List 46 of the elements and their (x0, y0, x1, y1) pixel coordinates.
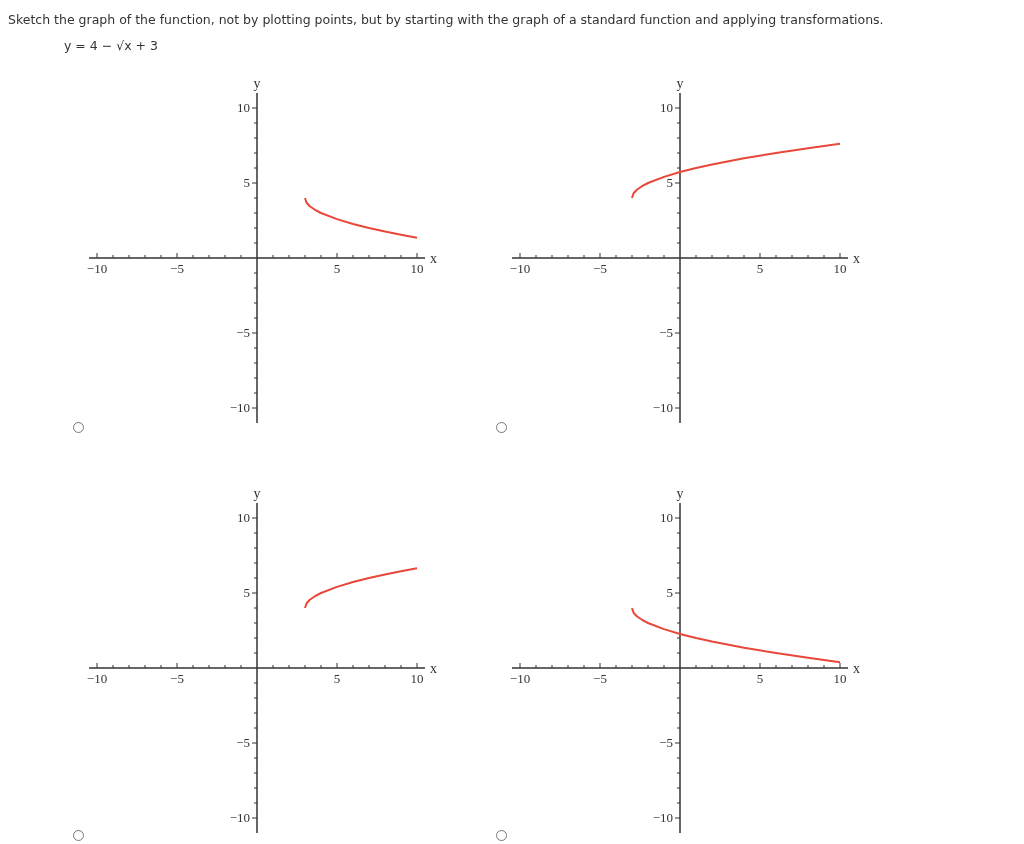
line-series (631, 607, 841, 664)
x-axis-title: x (853, 660, 860, 676)
y-tick-label: −10 (229, 810, 250, 825)
x-tick-label: 10 (410, 261, 424, 276)
x-tick-label: −5 (170, 671, 184, 686)
line-series (304, 197, 418, 239)
y-tick-label: −5 (659, 735, 673, 750)
x-tick-label: 5 (333, 671, 341, 686)
y-axis-title: y (253, 486, 261, 501)
x-tick-label: −10 (86, 671, 108, 686)
chart-subtitle: y = 4 − √x + 3 (64, 38, 158, 53)
x-tick-label: 5 (756, 261, 764, 276)
x-axis-title: x (853, 250, 860, 266)
y-axis-title: y (676, 486, 684, 501)
x-tick-label: −5 (593, 671, 607, 686)
x-tick-label: −5 (593, 261, 607, 276)
x-tick-label: 10 (833, 671, 847, 686)
x-axis-title: x (430, 660, 437, 676)
y-tick-label: −10 (229, 400, 250, 415)
x-tick-label: −10 (509, 671, 531, 686)
x-axis-title: x (430, 250, 437, 266)
x-tick-label: −10 (86, 261, 108, 276)
chart-title: Sketch the graph of the function, not by plotting points, but by starting with the graph of a standard function and applying transformations. (8, 12, 884, 27)
y-tick-label: −5 (659, 325, 673, 340)
y-tick-label: 5 (666, 585, 673, 600)
y-tick-label: −10 (652, 810, 673, 825)
x-tick-label: 10 (410, 671, 424, 686)
y-tick-label: 10 (660, 510, 673, 525)
x-tick-label: 5 (756, 671, 764, 686)
y-tick-label: 5 (666, 175, 673, 190)
line-series (304, 567, 418, 609)
y-tick-label: 5 (243, 585, 250, 600)
y-tick-label: −10 (652, 400, 673, 415)
x-tick-label: 5 (333, 261, 341, 276)
y-axis-title: y (253, 76, 261, 91)
y-tick-label: 5 (243, 175, 250, 190)
y-tick-label: −5 (236, 735, 250, 750)
y-tick-label: 10 (237, 100, 250, 115)
y-axis-title: y (676, 76, 684, 91)
y-tick-label: 10 (237, 510, 250, 525)
y-tick-label: 10 (660, 100, 673, 115)
y-tick-label: −5 (236, 325, 250, 340)
line-series (631, 142, 841, 199)
x-tick-label: 10 (833, 261, 847, 276)
x-tick-label: −10 (509, 261, 531, 276)
x-tick-label: −5 (170, 261, 184, 276)
